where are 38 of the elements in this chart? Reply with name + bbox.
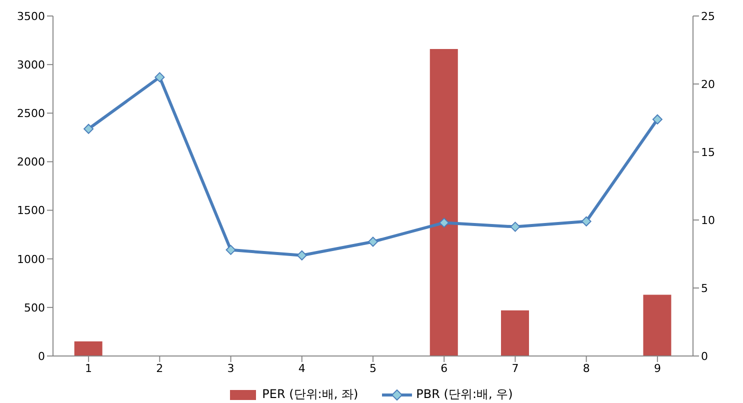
bar	[643, 294, 672, 356]
x-tick-label: 6	[440, 362, 448, 375]
point	[84, 124, 94, 134]
bar	[501, 310, 529, 356]
x-tick-label: 8	[582, 362, 590, 375]
x-tick-label: 4	[298, 362, 306, 375]
y2-tick-label: 10	[701, 214, 715, 227]
point	[368, 236, 378, 247]
legend-label: PBR (단위:배, 우)	[416, 386, 513, 403]
bar	[74, 341, 102, 356]
point	[581, 216, 592, 226]
x-tick-label: 3	[227, 362, 234, 375]
point	[652, 114, 662, 124]
y2-tick-label: 5	[701, 282, 708, 295]
point	[226, 244, 236, 255]
y-tick-label: 3500	[17, 10, 45, 23]
x-tick-label: 9	[654, 362, 661, 375]
legend-label: PER (단위:배, 좌)	[262, 386, 358, 403]
y-tick-label: 500	[24, 301, 45, 314]
y-tick-label: 2500	[17, 107, 45, 120]
x-tick-label: 2	[156, 362, 164, 375]
x-tick-label: 5	[370, 362, 376, 375]
x-tick-label: 7	[512, 362, 519, 375]
y2-tick-label: 15	[701, 146, 715, 159]
y-tick-label: 0	[38, 350, 45, 363]
point	[296, 250, 307, 260]
y-tick-label: 1000	[17, 252, 45, 266]
y-tick-label: 2000	[17, 156, 45, 169]
point	[154, 72, 165, 82]
y-tick-label: 1500	[17, 204, 45, 218]
bar	[430, 49, 458, 356]
y2-tick-label: 25	[701, 10, 715, 23]
y2-tick-label: 20	[701, 78, 715, 91]
x-tick-label: 1	[85, 362, 92, 375]
point	[510, 222, 520, 232]
y2-tick-label: 0	[701, 350, 708, 363]
point	[439, 218, 450, 228]
y-tick-label: 3000	[17, 58, 45, 72]
